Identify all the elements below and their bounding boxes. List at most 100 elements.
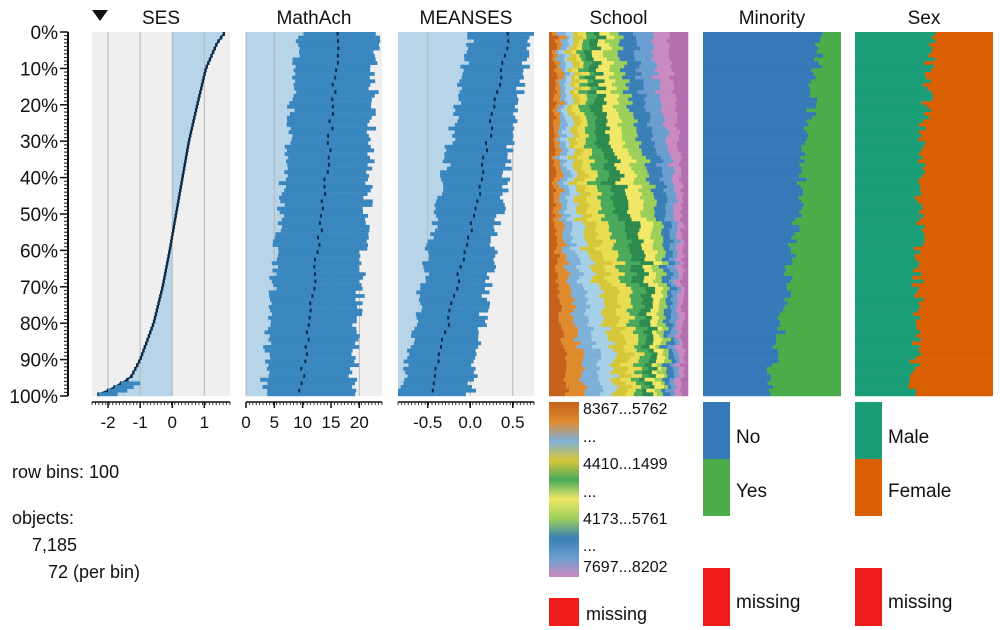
category-segment	[654, 214, 666, 218]
category-segment	[583, 148, 593, 153]
range-shade	[172, 46, 215, 51]
category-segment	[557, 275, 569, 280]
category-segment-female	[935, 57, 993, 62]
category-segment	[549, 352, 568, 357]
category-segment	[559, 254, 567, 258]
category-segment	[615, 355, 631, 360]
range-bar	[291, 137, 371, 142]
category-segment	[607, 334, 625, 339]
category-segment	[549, 192, 554, 197]
legend-label-female: Female	[888, 481, 951, 502]
category-segment-male	[855, 224, 925, 229]
category-segment	[654, 46, 670, 51]
category-segment	[637, 133, 654, 138]
category-segment	[671, 155, 682, 160]
category-segment	[602, 239, 617, 244]
category-segment	[588, 68, 597, 73]
category-segment-female	[928, 53, 993, 58]
category-segment	[549, 177, 555, 182]
category-segment	[679, 261, 685, 266]
category-segment-no	[703, 61, 819, 66]
category-segment	[564, 210, 577, 215]
range-shade	[164, 275, 173, 280]
category-segment	[549, 388, 570, 393]
range-bar	[416, 290, 490, 295]
category-segment	[663, 348, 669, 353]
category-segment	[559, 159, 568, 164]
category-segment	[652, 268, 664, 273]
category-segment-female	[915, 257, 993, 262]
category-segment	[625, 224, 642, 229]
category-segment	[577, 42, 583, 47]
row-axis-label: 70%	[20, 278, 58, 299]
category-segment	[587, 123, 596, 127]
range-shade	[172, 184, 181, 189]
range-bar	[407, 348, 476, 353]
category-segment	[639, 323, 651, 328]
category-segment	[639, 228, 653, 233]
category-segment	[549, 53, 554, 58]
category-segment	[609, 126, 622, 131]
category-segment	[676, 97, 689, 102]
category-segment	[554, 155, 560, 160]
category-segment	[676, 141, 689, 146]
category-segment	[555, 39, 561, 44]
category-segment	[565, 257, 581, 262]
range-bar	[288, 130, 367, 135]
category-segment	[553, 123, 561, 127]
category-segment	[579, 115, 587, 120]
category-segment-male	[855, 272, 922, 277]
category-segment	[684, 359, 689, 364]
category-segment	[595, 261, 613, 266]
category-segment-male	[855, 133, 922, 138]
category-segment	[600, 323, 617, 328]
category-segment	[549, 126, 555, 131]
category-segment	[549, 334, 565, 339]
category-segment	[595, 177, 609, 182]
range-shade	[172, 141, 189, 146]
category-segment	[564, 115, 573, 120]
category-segment	[649, 385, 655, 389]
category-segment	[676, 385, 682, 389]
category-segment	[627, 366, 643, 371]
category-segment	[681, 166, 689, 171]
category-segment-yes	[801, 206, 841, 211]
category-segment	[675, 108, 689, 113]
range-bar	[287, 166, 373, 171]
range-shade	[246, 166, 327, 171]
category-segment	[555, 268, 568, 273]
category-segment	[563, 264, 577, 269]
category-segment-yes	[784, 305, 841, 309]
range-shade	[172, 35, 222, 40]
category-segment	[641, 385, 650, 389]
category-segment	[623, 345, 635, 349]
category-segment-no	[703, 101, 817, 106]
category-segment	[589, 104, 603, 109]
category-segment-female	[919, 345, 993, 349]
category-segment	[594, 130, 606, 135]
category-segment-no	[703, 312, 781, 317]
category-segment	[606, 115, 620, 120]
category-segment-male	[855, 297, 924, 302]
category-segment	[553, 163, 561, 167]
category-segment-yes	[779, 323, 841, 328]
category-segment	[573, 235, 585, 240]
category-segment	[572, 173, 578, 178]
mean-mark	[463, 250, 466, 256]
category-segment-male	[855, 268, 914, 273]
category-segment	[556, 228, 564, 233]
category-segment	[681, 385, 689, 389]
category-segment	[684, 374, 689, 379]
category-segment	[569, 144, 575, 149]
category-segment-no	[703, 275, 793, 280]
category-segment-no	[703, 214, 803, 218]
category-segment	[600, 392, 613, 397]
category-segment	[628, 243, 642, 248]
category-segment	[610, 144, 623, 149]
category-segment-yes	[767, 381, 841, 386]
category-segment	[564, 101, 568, 106]
category-segment	[662, 243, 671, 248]
category-segment	[594, 246, 613, 251]
category-segment	[576, 184, 587, 189]
category-segment	[596, 224, 610, 229]
